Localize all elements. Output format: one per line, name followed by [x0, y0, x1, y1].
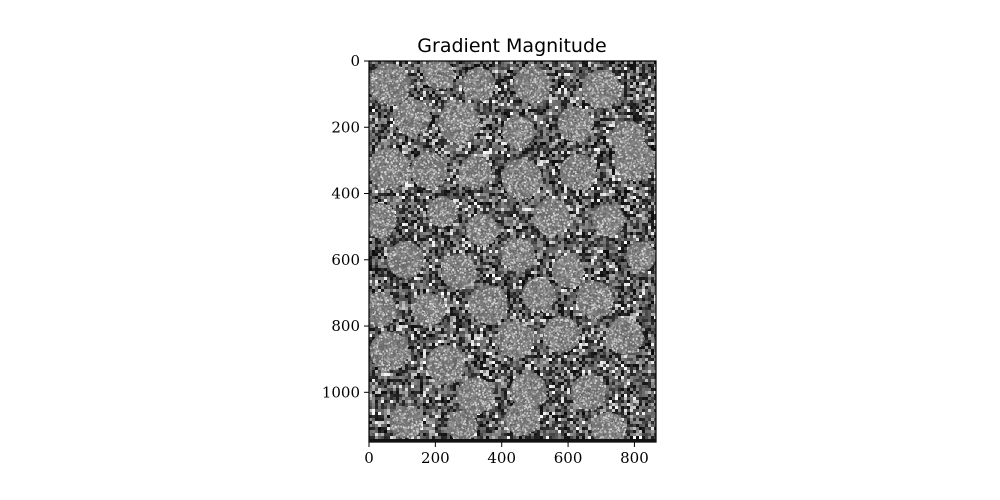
particle-blob: [461, 67, 496, 102]
particle-blob: [591, 412, 626, 442]
y-tick-label: 600: [331, 251, 360, 269]
particle-blob: [465, 214, 499, 248]
particle-blob: [576, 281, 615, 320]
particle-blob: [456, 377, 495, 415]
particle-blob: [501, 238, 537, 273]
particle-blob: [423, 61, 456, 91]
x-tick-label: 200: [421, 449, 450, 467]
particle-blob: [513, 65, 552, 104]
particle-blob: [469, 285, 509, 325]
particle-blob: [582, 69, 622, 110]
y-tick-label: 200: [331, 118, 360, 136]
bottom-edge-band: [369, 439, 656, 442]
particle-blob: [496, 321, 535, 359]
particle-blob: [369, 292, 398, 328]
particle-blob: [438, 101, 481, 145]
particle-blob: [521, 277, 556, 313]
particle-blob: [505, 402, 540, 437]
particle-blob: [412, 292, 447, 327]
particle-blob: [369, 331, 409, 371]
particle-blob: [393, 99, 432, 137]
y-tick-label: 1000: [322, 383, 360, 401]
particle-blob: [459, 156, 493, 189]
particle-blob: [369, 148, 411, 191]
blob-layer: [369, 61, 656, 442]
particle-blob: [552, 255, 586, 288]
particle-blob: [446, 410, 479, 442]
particle-blob: [614, 140, 656, 182]
y-axis: 0 200 400 600 800 1000: [322, 52, 369, 401]
particle-blob: [369, 202, 398, 239]
y-tick-label: 400: [331, 185, 360, 203]
particle-blob: [543, 316, 582, 353]
particle-blob: [570, 375, 607, 412]
particle-blob: [626, 241, 656, 273]
particle-blob: [501, 158, 543, 200]
x-tick-label: 400: [487, 449, 516, 467]
y-tick-label: 800: [331, 317, 360, 335]
particle-blob: [510, 372, 548, 410]
particle-blob: [426, 344, 467, 385]
particle-blob: [387, 241, 425, 280]
particle-blob: [557, 106, 593, 143]
chart-title: Gradient Magnitude: [417, 35, 606, 57]
particle-blob: [369, 63, 411, 107]
image-plot: [368, 60, 657, 443]
y-tick-label: 0: [350, 52, 360, 70]
particle-blob: [427, 196, 459, 228]
particle-blob: [533, 198, 571, 237]
particle-blob: [502, 116, 536, 150]
particle-blob: [591, 204, 626, 238]
particle-blob: [559, 153, 598, 191]
x-axis: 0 200 400 600 800: [364, 442, 649, 467]
particle-blob: [441, 254, 478, 290]
x-tick-label: 800: [620, 449, 649, 467]
particle-blob: [389, 406, 423, 440]
x-tick-label: 600: [554, 449, 583, 467]
particle-blob: [410, 152, 448, 191]
x-tick-label: 0: [364, 449, 374, 467]
particle-blob: [606, 317, 644, 356]
